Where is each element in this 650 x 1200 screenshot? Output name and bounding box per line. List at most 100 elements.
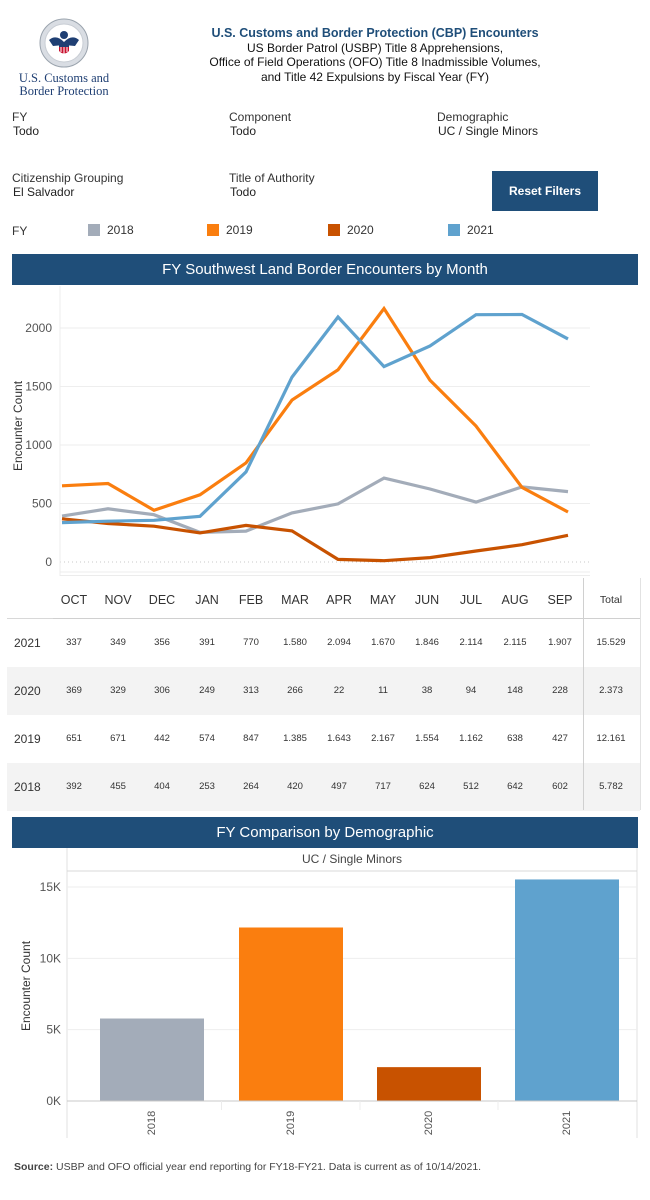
table-cell: 1.643 (327, 733, 351, 744)
table-cell: 602 (552, 781, 568, 792)
table-column-header[interactable]: Total (599, 594, 623, 606)
page-subtitle-line: US Border Patrol (USBP) Title 8 Apprehen… (246, 40, 504, 55)
line-chart[interactable]: Encounter Count 0 500 1000 1500 2000 (0, 286, 650, 576)
table-top-divider (60, 575, 590, 576)
legend-item-2019[interactable]: 2019 (207, 223, 253, 237)
legend-item-2021[interactable]: 2021 (448, 223, 494, 237)
filter-value[interactable]: El Salvador (13, 185, 75, 199)
table-right-border (640, 578, 641, 810)
table-row (7, 667, 640, 715)
table-total-cell: 5.782 (599, 781, 623, 792)
table-cell: 11 (378, 685, 388, 696)
table-cell: 392 (66, 781, 82, 792)
table-cell: 228 (552, 685, 568, 696)
table-cell: 38 (421, 685, 433, 696)
table-cell: 1.385 (283, 733, 307, 744)
table-cell: 717 (375, 781, 391, 792)
line-series-2019[interactable] (61, 305, 569, 514)
table-cell: 1.580 (283, 637, 307, 648)
table-cell: 770 (243, 637, 259, 648)
table-column-header[interactable]: OCT (60, 593, 88, 607)
bar-2019[interactable] (239, 927, 343, 1101)
bar-chart[interactable]: UC / Single Minors Encounter Count 0K 5K 1… (0, 848, 650, 1148)
table-cell: 574 (199, 733, 215, 744)
bar-chart-y-tick-label: 0K (46, 1094, 61, 1108)
legend-swatch (207, 224, 219, 236)
table-cell: 1.554 (415, 733, 439, 744)
bar-2021[interactable] (515, 879, 619, 1101)
table-column-header[interactable]: APR (326, 593, 352, 607)
bar-2018[interactable] (100, 1018, 204, 1101)
table-cell: 2.114 (459, 637, 483, 648)
table-cell: 624 (419, 781, 435, 792)
table-cell: 313 (243, 685, 259, 696)
table-column-header[interactable]: MAR (281, 593, 309, 607)
table-cell: 1.846 (415, 637, 439, 648)
table-column-header[interactable]: JUL (459, 593, 483, 607)
line-chart-y-tick-label: 1500 (25, 380, 52, 394)
filter-title-of-authority[interactable]: Title of Authority Todo (229, 171, 315, 199)
bar-chart-x-tick-label: 2018 (146, 1111, 158, 1135)
bar-chart-y-tick-label: 15K (40, 880, 61, 894)
section-header-monthly: FY Southwest Land Border Encounters by M… (12, 254, 638, 285)
legend-swatch (448, 224, 460, 236)
filter-citizenship-grouping[interactable]: Citizenship Grouping El Salvador (12, 171, 123, 199)
filter-value[interactable]: Todo (230, 124, 257, 138)
table-cell: 253 (199, 781, 215, 792)
table-cell: 2.094 (327, 637, 351, 648)
table-column-header[interactable]: AUG (501, 593, 529, 607)
table-column-header[interactable]: MAY (369, 593, 397, 607)
line-chart-y-tick-label: 0 (45, 555, 52, 569)
table-cell: 148 (507, 685, 523, 696)
legend-label: 2018 (107, 223, 134, 237)
table-column-header[interactable]: DEC (148, 593, 176, 607)
filter-value[interactable]: UC / Single Minors (438, 124, 539, 138)
cbp-seal-icon (39, 18, 89, 68)
line-series-2021[interactable] (61, 312, 569, 525)
table-cell: 847 (243, 733, 259, 744)
line-series-2020[interactable] (61, 517, 569, 563)
filter-value[interactable]: Todo (13, 124, 40, 138)
logo-text-line1: U.S. Customs and (18, 71, 110, 85)
filter-label: Demographic (437, 110, 509, 124)
table-cell: 1.907 (548, 637, 572, 648)
table-column-header[interactable]: SEP (547, 593, 573, 607)
filter-demographic[interactable]: Demographic UC / Single Minors (437, 110, 538, 138)
table-cell: 427 (552, 733, 568, 744)
legend-title: FY (12, 224, 28, 238)
line-chart-grid (60, 327, 590, 573)
legend-label: 2020 (347, 223, 374, 237)
page-subtitle-line: and Title 42 Expulsions by Fiscal Year (… (260, 69, 490, 84)
table-cell: 642 (507, 781, 523, 792)
bar-chart-x-tick-label: 2020 (423, 1111, 435, 1135)
legend-label: 2021 (467, 223, 494, 237)
table-column-header[interactable]: JUN (414, 593, 440, 607)
table-total-divider (583, 578, 584, 810)
legend-item-2018[interactable]: 2018 (88, 223, 134, 237)
table-cell: 391 (199, 637, 215, 648)
bar-2020[interactable] (377, 1067, 481, 1101)
cbp-logo: U.S. Customs and Border Protection (14, 18, 114, 98)
bar-chart-panel-label: UC / Single Minors (302, 852, 402, 866)
filter-label: Component (229, 110, 292, 124)
table-cell: 94 (465, 685, 477, 696)
table-cell: 2.167 (371, 733, 395, 744)
table-cell: 404 (154, 781, 170, 792)
reset-filters-button[interactable]: Reset Filters (492, 171, 598, 211)
table-column-header[interactable]: JAN (195, 593, 219, 607)
table-column-header[interactable]: NOV (104, 593, 132, 607)
line-series-2018[interactable] (61, 476, 569, 535)
table-row-year: 2020 (14, 684, 41, 698)
filter-value[interactable]: Todo (230, 185, 257, 199)
filter-component[interactable]: Component Todo (229, 110, 291, 138)
filter-fy[interactable]: FY Todo (12, 110, 39, 138)
legend-item-2020[interactable]: 2020 (328, 223, 374, 237)
bar-chart-y-tick-label: 5K (46, 1023, 61, 1037)
line-chart-y-tick-label: 500 (32, 497, 52, 511)
line-chart-y-axis-label: Encounter Count (11, 380, 25, 471)
section-header-demographic: FY Comparison by Demographic (12, 817, 638, 848)
legend-swatch (88, 224, 100, 236)
table-column-header[interactable]: FEB (238, 593, 264, 607)
legend-label: 2019 (226, 223, 253, 237)
table-cell: 349 (110, 637, 126, 648)
